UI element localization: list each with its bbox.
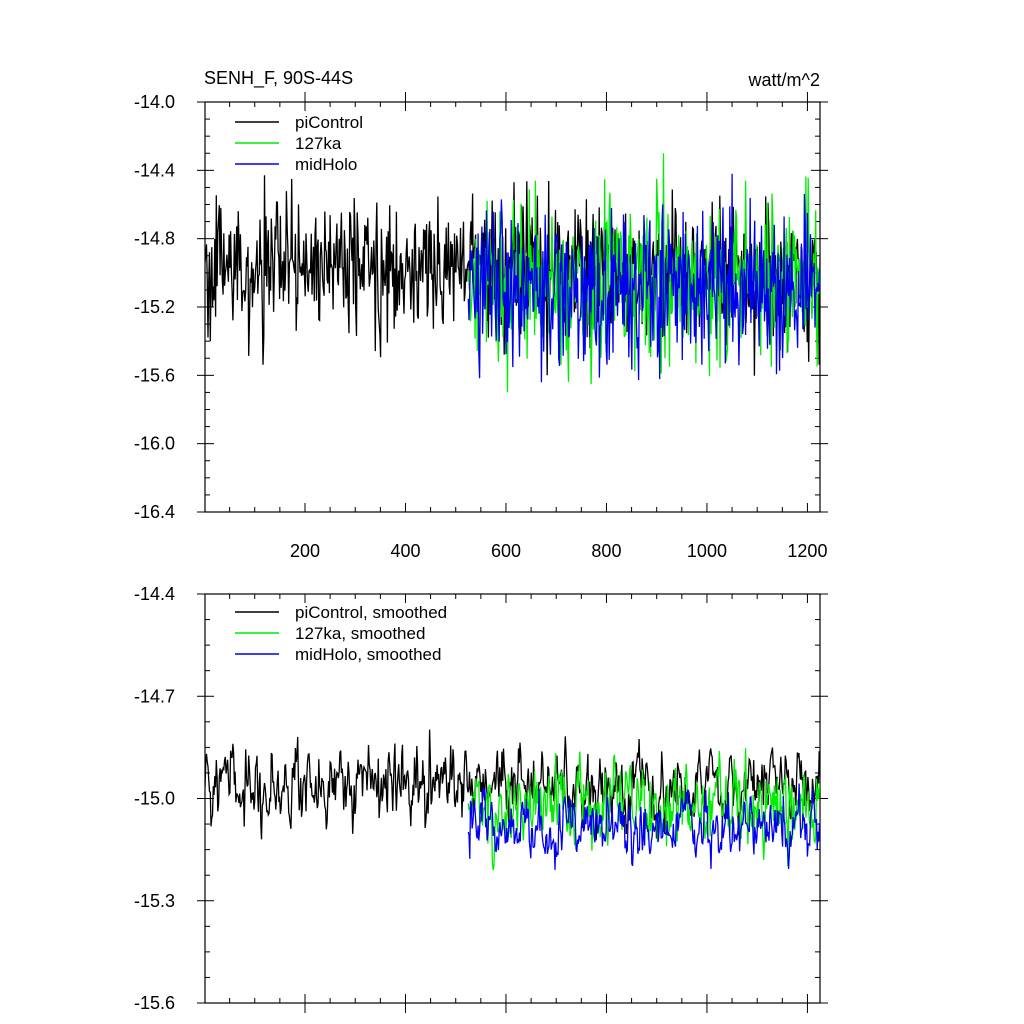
bottom-plot-area: -14.4 -14.7 -15.0 -15.3 -15.6 piControl, smoo…	[134, 584, 828, 1013]
x-tick-label: 200	[290, 541, 320, 561]
series-line-picontrol-smoothed	[205, 729, 820, 841]
y-tick-label: -14.8	[134, 229, 175, 249]
x-tick-label: 1000	[687, 541, 727, 561]
y-tick-label: -15.2	[134, 297, 175, 317]
y-tick-label: -14.4	[134, 160, 175, 180]
x-tick-label: 800	[591, 541, 621, 561]
legend-label: midHolo, smoothed	[295, 645, 441, 664]
x-tick-label: 600	[491, 541, 521, 561]
top-plot-area: 200 400 600 800 1000 1200 -14.0 -14.4 -14.8 -15.2…	[134, 92, 828, 561]
y-tick-label: -15.3	[134, 891, 175, 911]
x-tick-label: 400	[390, 541, 420, 561]
y-tick-label: -15.6	[134, 993, 175, 1013]
bottom-panel: -14.4 -14.7 -15.0 -15.3 -15.6 piControl, smoo…	[134, 584, 828, 1013]
series-line-midholo	[467, 173, 820, 383]
y-tick-label: -15.0	[134, 789, 175, 809]
legend-label: piControl	[295, 113, 363, 132]
y-tick-label: -16.4	[134, 502, 175, 522]
top-panel-units: watt/m^2	[748, 70, 820, 90]
y-tick-label: -15.6	[134, 365, 175, 385]
y-tick-label: -14.7	[134, 686, 175, 706]
y-tick-label: -16.0	[134, 434, 175, 454]
series-line-midholo-smoothed	[467, 783, 820, 870]
top-panel: SENH_F, 90S-44S watt/m^2 200 400 600 800 100…	[134, 68, 828, 561]
y-tick-label: -14.4	[134, 584, 175, 604]
legend-label: midHolo	[295, 155, 357, 174]
top-panel-title: SENH_F, 90S-44S	[204, 68, 353, 89]
legend-label: piControl, smoothed	[295, 603, 447, 622]
y-tick-label: -14.0	[134, 92, 175, 112]
legend-label: 127ka	[295, 134, 342, 153]
legend-label: 127ka, smoothed	[295, 624, 425, 643]
x-tick-label: 1200	[787, 541, 827, 561]
